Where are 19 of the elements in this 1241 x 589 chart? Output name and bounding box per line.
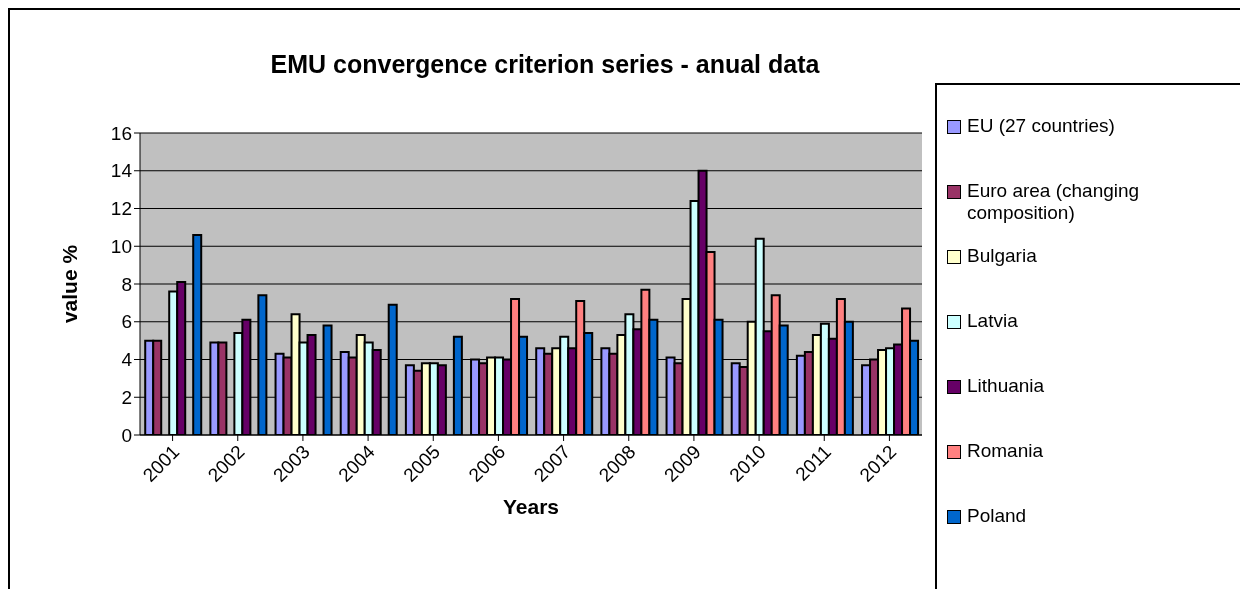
y-tick-label: 8 [121, 273, 132, 295]
y-tick-label: 0 [121, 424, 132, 446]
y-tick-label: 6 [121, 311, 132, 333]
x-axis-title: Years [502, 495, 560, 518]
y-tick-label: 12 [110, 198, 132, 220]
y-axis-title: value % [58, 244, 82, 324]
legend-label: Lithuania [967, 375, 1046, 397]
chart-title: EMU convergence criterion series - anual data [269, 50, 821, 79]
legend-label: Euro area (changing composition) [967, 180, 1141, 224]
legend-label: Latvia [967, 310, 1019, 332]
y-tick-label: 2 [121, 386, 132, 408]
legend-label: Poland [967, 505, 1028, 527]
y-tick-label: 10 [110, 235, 132, 257]
legend-label: Bulgaria [967, 245, 1038, 267]
legend-label: Romania [967, 440, 1045, 462]
y-tick-label: 4 [121, 349, 133, 371]
y-tick-label: 14 [110, 160, 133, 182]
legend-label: EU (27 countries) [967, 115, 1116, 137]
y-tick-label: 16 [110, 122, 132, 144]
